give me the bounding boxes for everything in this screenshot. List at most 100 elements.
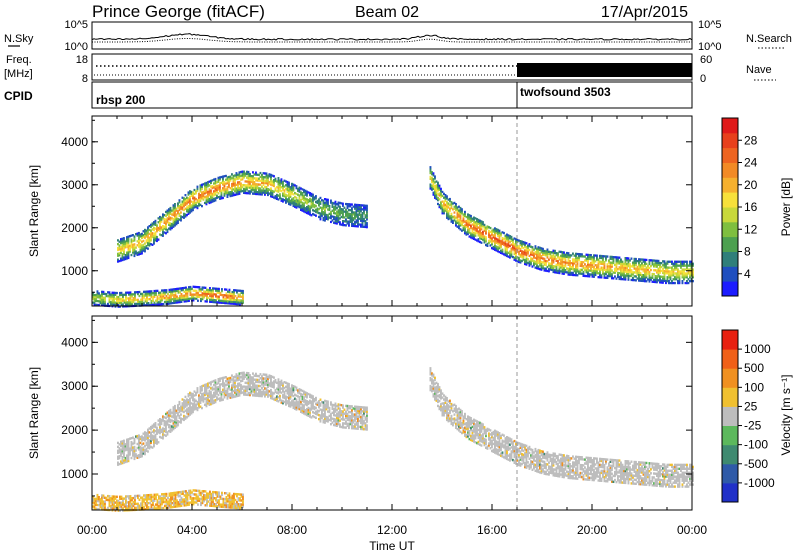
velocity-cell xyxy=(294,403,296,406)
velocity-cell xyxy=(274,381,277,384)
velocity-cell xyxy=(273,382,275,385)
power-cell xyxy=(185,290,187,293)
power-cell xyxy=(492,236,495,239)
power-cell xyxy=(561,270,564,273)
power-cell xyxy=(650,278,652,281)
power-cell xyxy=(552,270,555,274)
velocity-cell xyxy=(162,417,164,420)
power-cell xyxy=(240,188,242,191)
velocity-cell xyxy=(213,379,215,383)
power-cell xyxy=(524,249,526,252)
power-cell xyxy=(608,271,610,274)
power-cell xyxy=(324,209,326,212)
velocity-cell xyxy=(205,387,208,390)
power-cell xyxy=(360,210,362,213)
power-cell xyxy=(324,211,326,214)
power-cell xyxy=(236,299,238,302)
power-cell xyxy=(280,186,283,189)
power-cell xyxy=(440,189,442,192)
velocity-cell xyxy=(315,402,317,406)
velocity-cell xyxy=(154,439,157,443)
velocity-cell xyxy=(207,402,209,405)
power-cell xyxy=(687,268,690,271)
power-cell xyxy=(325,198,328,201)
power-cell xyxy=(238,181,241,184)
power-cell xyxy=(462,219,465,222)
power-cell xyxy=(167,292,169,296)
power-cell xyxy=(298,204,301,207)
power-cell xyxy=(160,226,163,229)
velocity-cell xyxy=(199,397,202,400)
power-cell xyxy=(267,188,269,191)
velocity-cell xyxy=(262,391,265,394)
power-cell xyxy=(563,268,565,272)
power-cell xyxy=(238,190,241,193)
velocity-cell xyxy=(253,386,256,389)
power-cell xyxy=(189,291,192,294)
power-cell xyxy=(195,295,198,298)
velocity-cell xyxy=(234,389,236,392)
power-cell xyxy=(440,193,442,196)
power-cell xyxy=(144,290,147,293)
power-cell xyxy=(626,268,628,271)
power-cell xyxy=(361,223,364,226)
power-cell xyxy=(536,253,538,256)
power-cell xyxy=(686,266,688,269)
power-cell xyxy=(614,256,616,259)
power-cell xyxy=(567,256,570,259)
power-cell xyxy=(494,242,496,246)
velocity-cell xyxy=(342,406,344,409)
velocity-cell xyxy=(190,402,193,405)
power-cell xyxy=(354,221,356,224)
power-cell xyxy=(321,206,323,210)
power-cell xyxy=(172,219,175,223)
power-cell xyxy=(201,288,204,291)
power-cell xyxy=(282,200,284,203)
power-cell xyxy=(150,303,153,306)
power-cell xyxy=(274,195,277,198)
velocity-cell xyxy=(225,376,227,379)
velocity-cell xyxy=(214,387,217,390)
velocity-cell xyxy=(333,423,335,427)
power-cell xyxy=(630,273,633,276)
power-cell xyxy=(96,296,99,299)
power-cell xyxy=(504,248,507,251)
power-cell xyxy=(363,210,365,213)
power-cell xyxy=(654,278,657,282)
velocity-cell xyxy=(184,395,187,399)
power-cell xyxy=(101,292,103,295)
power-cell xyxy=(524,262,526,266)
velocity-cell xyxy=(289,387,292,390)
power-cell xyxy=(185,300,187,303)
power-cell xyxy=(504,242,507,245)
power-cell xyxy=(692,276,694,279)
velocity-cell xyxy=(271,393,274,396)
velocity-cell xyxy=(130,446,133,450)
power-cell xyxy=(259,175,262,179)
power-cell xyxy=(174,214,176,217)
power-cell xyxy=(142,243,145,246)
power-cell xyxy=(198,202,200,205)
power-cell xyxy=(235,191,238,194)
power-cell xyxy=(108,297,111,300)
power-cell xyxy=(156,239,158,243)
velocity-cell xyxy=(172,427,175,431)
power-cell xyxy=(173,290,175,293)
power-cell xyxy=(352,205,355,208)
power-cell xyxy=(587,263,589,266)
power-cell xyxy=(354,213,356,216)
velocity-cell xyxy=(142,448,145,451)
velocity-cell xyxy=(127,447,130,451)
power-cell xyxy=(207,183,209,186)
power-cell xyxy=(647,272,649,275)
power-cell xyxy=(627,261,630,264)
power-cell xyxy=(501,250,504,253)
velocity-cell xyxy=(286,402,289,405)
velocity-cell xyxy=(246,387,248,391)
power-cell xyxy=(230,300,232,303)
velocity-cell xyxy=(160,436,163,439)
velocity-cell xyxy=(319,402,322,405)
power-cell xyxy=(127,251,130,254)
power-cell xyxy=(537,250,540,253)
power-cell xyxy=(355,211,358,214)
